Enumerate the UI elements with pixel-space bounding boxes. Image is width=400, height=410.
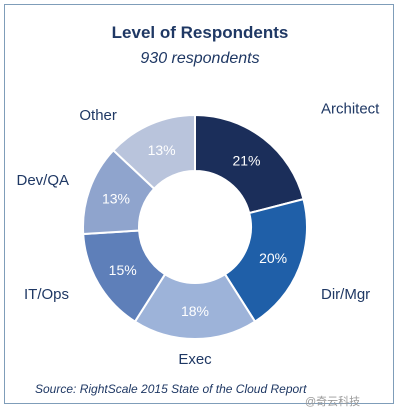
percent-label-dir-mgr: 20% (259, 250, 287, 266)
source-note: Source: RightScale 2015 State of the Clo… (35, 382, 307, 396)
category-label-exec: Exec (178, 351, 212, 368)
category-label-architect: Architect (321, 100, 380, 117)
category-label-dev-qa: Dev/QA (16, 172, 69, 189)
chart-frame: Level of Respondents 930 respondents 21%… (4, 4, 394, 408)
watermark: @奇云科技 (305, 396, 361, 408)
chart-title: Level of Respondents (111, 23, 289, 42)
donut-slices (82, 113, 308, 340)
category-label-it-ops: IT/Ops (24, 286, 69, 303)
percent-labels: 21% 20% 18% 15% 13% 13% (102, 142, 287, 319)
percent-label-architect: 21% (232, 153, 260, 169)
slice-architect (194, 113, 305, 215)
percent-label-it-ops: 15% (109, 262, 137, 278)
percent-label-exec: 18% (181, 303, 209, 319)
percent-label-dev-qa: 13% (102, 191, 130, 207)
category-labels: Architect Dir/Mgr Exec IT/Ops Dev/QA Other (16, 100, 380, 368)
chart-subtitle: 930 respondents (140, 50, 260, 67)
percent-label-other: 13% (148, 142, 176, 158)
slice-other (111, 113, 196, 191)
category-label-dir-mgr: Dir/Mgr (321, 286, 370, 303)
donut-chart: 21% 20% 18% 15% 13% 13% Architect Dir/Mgr Exec I… (16, 100, 380, 368)
category-label-other: Other (79, 107, 117, 124)
